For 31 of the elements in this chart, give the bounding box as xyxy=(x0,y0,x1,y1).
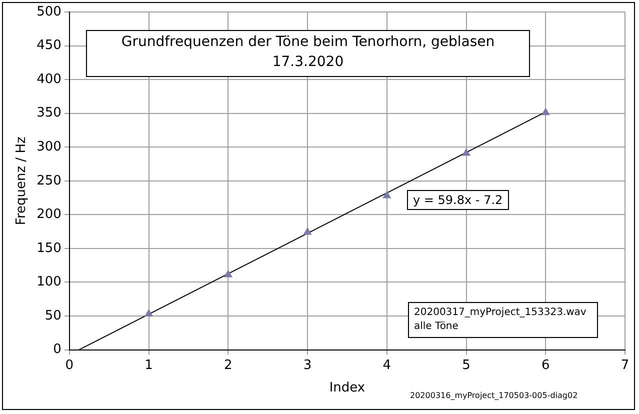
x-tick-label: 5 xyxy=(462,358,470,373)
x-tick-label: 7 xyxy=(620,358,630,373)
y-tick-label: 250 xyxy=(36,173,62,188)
y-axis-title: Frequenz / Hz xyxy=(14,136,30,226)
x-tick-label: 3 xyxy=(303,358,312,373)
text: 20200316_myProject_170503-005-diag02 xyxy=(410,391,578,400)
point xyxy=(462,148,470,156)
x-tick-label: 2 xyxy=(224,358,232,373)
y-tick-label: 150 xyxy=(36,240,62,256)
x-tick-label: 1 xyxy=(144,358,153,373)
y-tick-label: 400 xyxy=(36,72,62,87)
y-tick-label: 100 xyxy=(36,274,62,290)
y-tick-label: 500 xyxy=(36,4,62,20)
point xyxy=(304,228,312,235)
y-tick-label: 50 xyxy=(44,308,62,324)
x-tick-label: 4 xyxy=(382,358,392,373)
x-tick-label: 6 xyxy=(541,358,550,373)
point xyxy=(382,191,391,198)
y-tick-label: 200 xyxy=(36,207,62,222)
point xyxy=(144,309,153,316)
equation-text-box: y = 59.8x - 7.2 xyxy=(407,190,509,210)
point xyxy=(224,270,232,278)
file-note-text-box: 20200317_myProject_153323.wav alle Töne xyxy=(408,302,598,338)
y-tick-label: 0 xyxy=(53,342,62,358)
point xyxy=(542,108,550,116)
y-tick-label: 450 xyxy=(36,38,62,54)
title-text-box: Grundfrequenzen der Töne beim Tenorhorn, geblasen 17.3.2020 xyxy=(86,30,530,77)
y-tick-label: 300 xyxy=(36,139,62,154)
x-tick-label: 0 xyxy=(65,358,74,373)
x-axis-title: Index xyxy=(329,380,366,396)
y-tick-label: 350 xyxy=(36,106,62,121)
